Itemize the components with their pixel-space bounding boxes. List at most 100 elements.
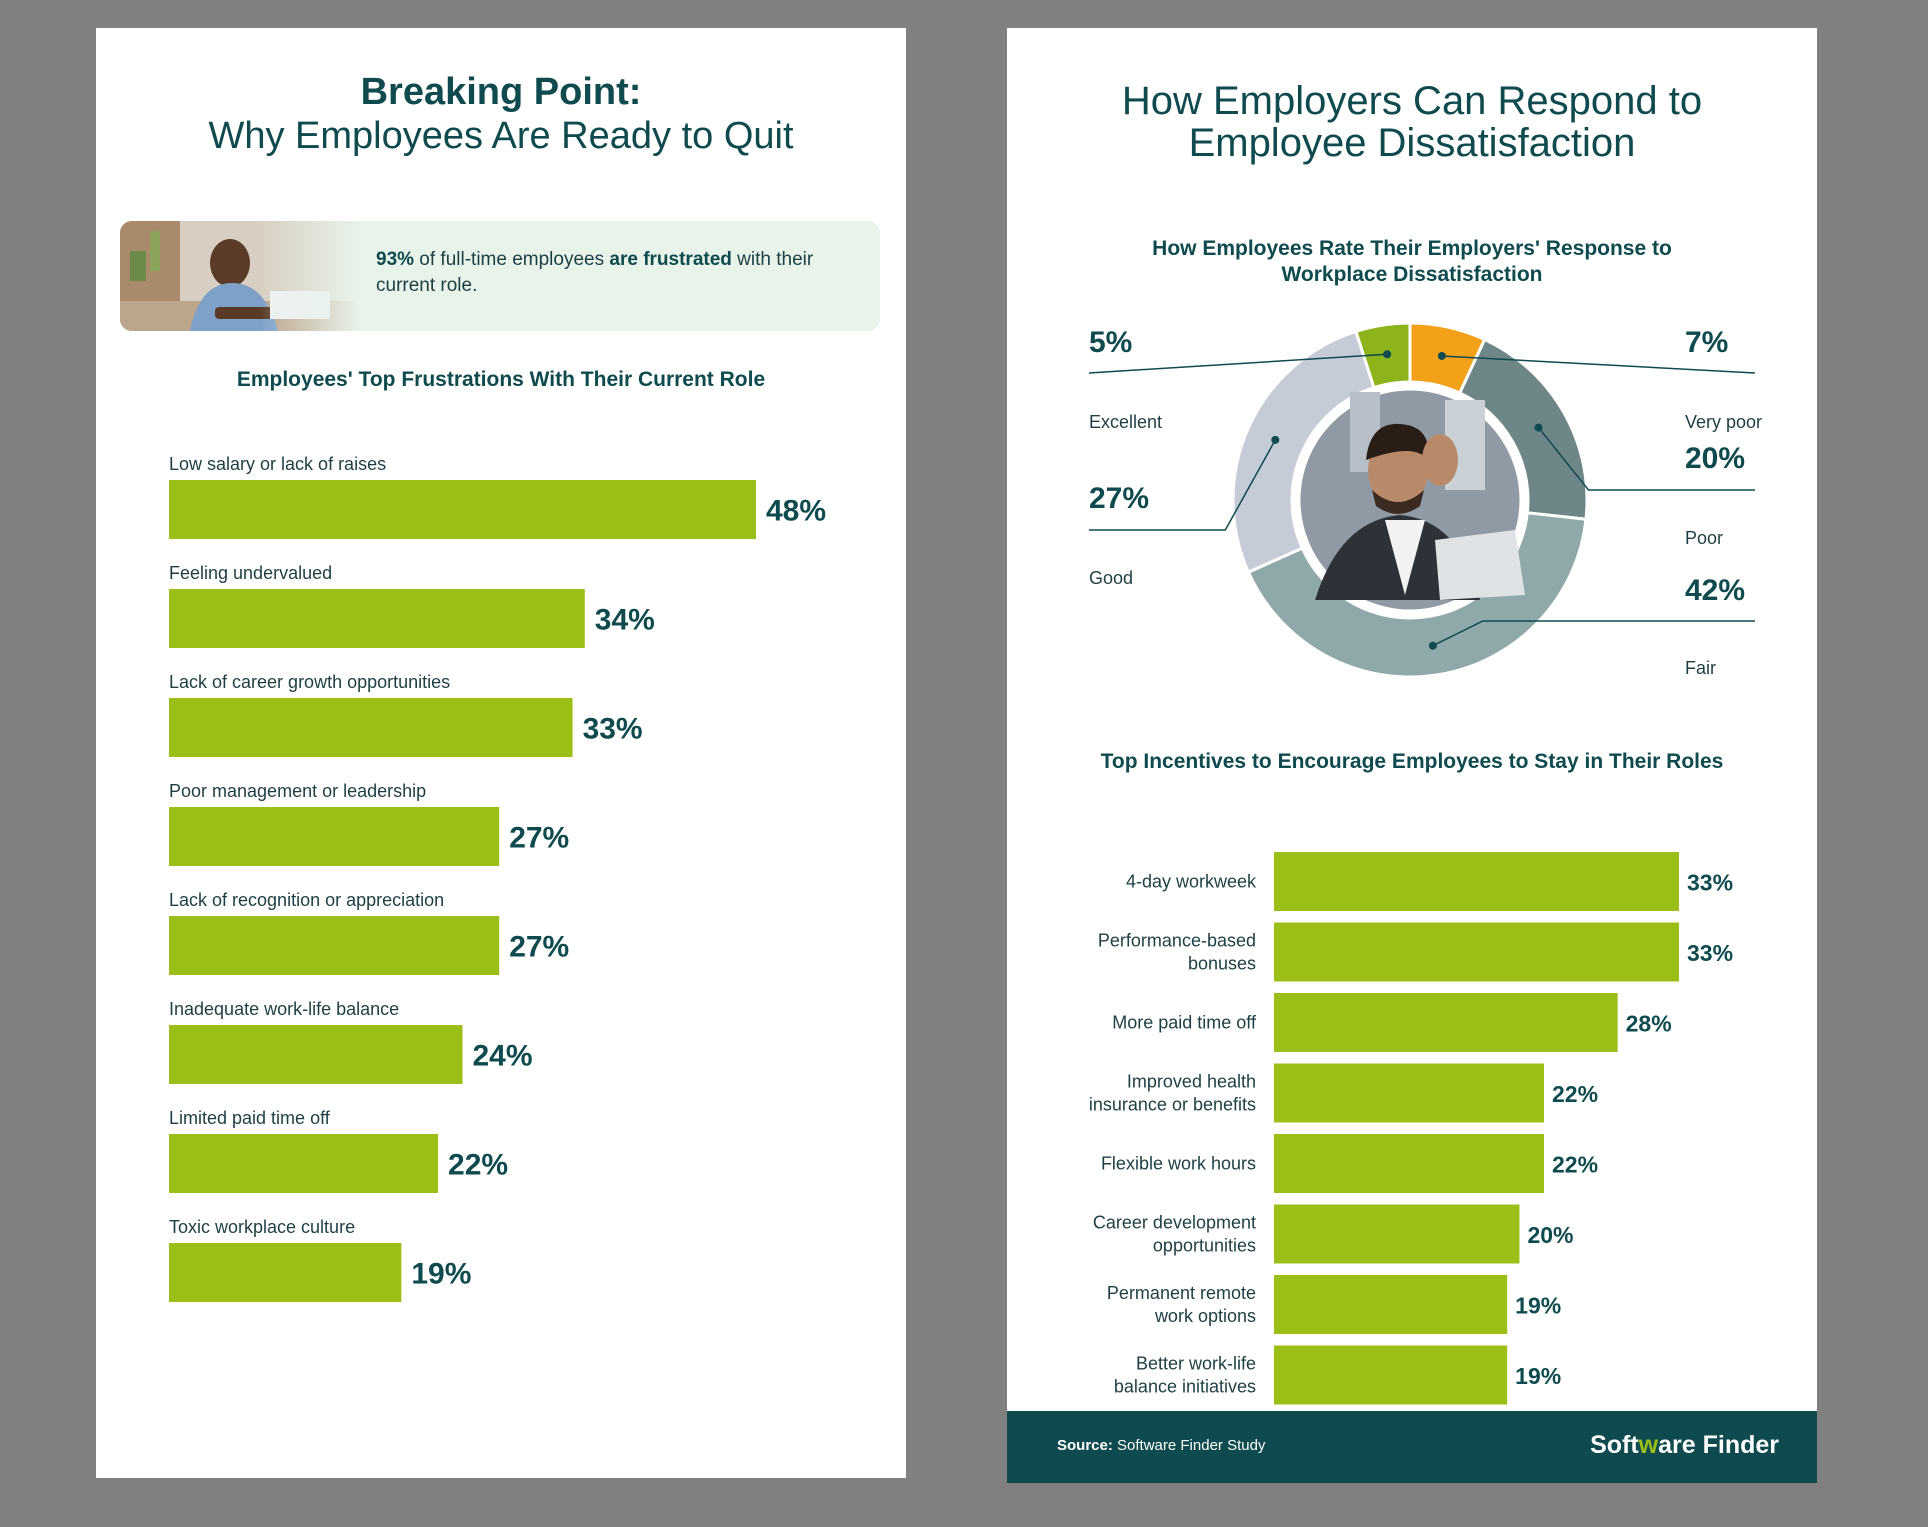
footer-bar: Source: Software Finder Study Software F…: [1007, 1411, 1817, 1483]
incentives-bar-chart: 4-day workweek 33% Performance-based bonuse…: [1089, 852, 1733, 1405]
frustration-value-label: 22%: [448, 1149, 508, 1182]
frustration-bar: [169, 1243, 402, 1302]
donut-chart-title: How Employees Rate Their Employers' Resp…: [1007, 236, 1817, 288]
photo-shirt: [1385, 520, 1425, 595]
incentive-category-label: opportunities: [1153, 1236, 1256, 1256]
incentive-category-label: balance initiatives: [1114, 1377, 1256, 1397]
incentive-category-label: Flexible work hours: [1101, 1154, 1256, 1174]
donut-value-label: 20%: [1685, 442, 1745, 475]
frustration-bar: [169, 589, 585, 648]
frustration-value-label: 33%: [583, 713, 643, 746]
incentive-bar: [1274, 1275, 1508, 1334]
frustrations-chart-title: Employees' Top Frustrations With Their C…: [236, 368, 766, 391]
incentive-category-label: Performance-based: [1098, 931, 1256, 951]
logo-text-a: Soft: [1590, 1431, 1639, 1459]
frustration-value-label: 27%: [509, 931, 569, 964]
donut-value-label: 5%: [1089, 326, 1132, 359]
frustration-category-label: Lack of recognition or appreciation: [169, 890, 444, 910]
frustration-category-label: Limited paid time off: [169, 1108, 331, 1128]
incentive-value-label: 20%: [1527, 1222, 1573, 1248]
callout-text: 93% of full-time employees are frustrate…: [376, 247, 856, 299]
donut-title-line2: Workplace Dissatisfaction: [1281, 263, 1543, 286]
incentive-bar: [1274, 1063, 1544, 1123]
callout-text-bold: are frustrated: [609, 249, 732, 270]
right-title: How Employers Can Respond to Employee Di…: [1007, 80, 1817, 164]
frustrations-bar-chart: Low salary or lack of raises 48% Feeling u…: [169, 454, 826, 1302]
donut-category-label: Excellent: [1089, 412, 1162, 432]
logo-text-b: are Finder: [1658, 1431, 1779, 1459]
donut-callout-line: [1432, 620, 1755, 647]
frustration-bar: [169, 1134, 439, 1193]
incentive-value-label: 22%: [1552, 1081, 1598, 1107]
photo-beard: [1372, 490, 1424, 514]
incentive-value-label: 22%: [1552, 1152, 1598, 1178]
frustration-bar: [169, 698, 573, 757]
incentive-bar: [1274, 922, 1679, 982]
frustration-category-label: Low salary or lack of raises: [169, 454, 386, 474]
photo-laptop: [1435, 530, 1525, 600]
incentive-bar: [1274, 1345, 1508, 1405]
incentive-bar: [1274, 1134, 1544, 1193]
incentive-category-label: Improved health: [1127, 1072, 1256, 1092]
photo-hair: [1366, 423, 1429, 460]
incentive-category-label: Career development: [1093, 1213, 1256, 1233]
left-title-regular: Why Employees Are Ready to Quit: [208, 115, 794, 157]
incentive-category-label: Permanent remote: [1107, 1283, 1256, 1303]
donut-callout-dot: [1383, 350, 1392, 359]
photo-hand: [1422, 434, 1458, 486]
incentive-category-label: bonuses: [1188, 954, 1256, 974]
incentive-category-label: work options: [1154, 1306, 1256, 1326]
callout-stat: 93%: [376, 249, 415, 270]
incentive-bar: [1274, 1204, 1520, 1264]
right-infographic-panel: How Employers Can Respond to Employee Di…: [1007, 28, 1817, 1483]
right-title-line1: How Employers Can Respond to: [1121, 79, 1703, 123]
incentive-category-label: Better work-life: [1136, 1354, 1256, 1374]
donut-category-label: Fair: [1685, 658, 1716, 678]
incentive-category-label: 4-day workweek: [1126, 872, 1257, 892]
incentive-bar: [1274, 852, 1679, 911]
frustration-value-label: 48%: [766, 495, 826, 528]
donut-callout-line: [1441, 355, 1756, 374]
frustration-bar: [169, 807, 500, 866]
employer-response-donut-chart: 5% Excellent 7% Very poor 20% Poor 27% Good 42% F…: [1088, 321, 1762, 679]
left-title-bold: Breaking Point:: [360, 71, 642, 113]
frustration-category-label: Lack of career growth opportunities: [169, 672, 450, 692]
incentive-value-label: 19%: [1515, 1293, 1561, 1319]
frustration-category-label: Poor management or leadership: [169, 781, 426, 801]
frustration-bar: [169, 916, 500, 975]
incentive-category-label: insurance or benefits: [1089, 1095, 1256, 1115]
frustration-category-label: Inadequate work-life balance: [169, 999, 399, 1019]
frustration-value-label: 34%: [595, 604, 655, 637]
frustration-value-label: 27%: [509, 822, 569, 855]
incentive-value-label: 19%: [1515, 1363, 1561, 1389]
frustration-category-label: Feeling undervalued: [169, 563, 332, 583]
incentive-value-label: 33%: [1687, 870, 1733, 896]
left-title: Breaking Point: Why Employees Are Ready …: [96, 70, 906, 158]
frustration-bar: [169, 1025, 463, 1084]
donut-slice-good: [1231, 329, 1376, 575]
frustration-category-label: Toxic workplace culture: [169, 1217, 355, 1237]
stressed-businessman-photo: [1295, 385, 1525, 615]
donut-category-label: Good: [1089, 568, 1133, 588]
frustration-bar: [169, 480, 756, 539]
stat-callout: 93% of full-time employees are frustrate…: [120, 221, 880, 331]
donut-category-label: Poor: [1685, 528, 1723, 548]
incentive-value-label: 28%: [1626, 1011, 1672, 1037]
frustration-value-label: 19%: [411, 1258, 471, 1291]
callout-text-part1: of full-time employees: [414, 249, 610, 270]
software-finder-logo: Software Finder: [1590, 1431, 1779, 1460]
footer-source-text: Software Finder Study: [1112, 1437, 1266, 1454]
donut-callout-dot: [1428, 641, 1437, 650]
footer-source-label: Source:: [1057, 1437, 1113, 1454]
incentive-bar: [1274, 993, 1618, 1052]
donut-callout-line: [1537, 427, 1755, 491]
donut-value-label: 27%: [1089, 482, 1149, 515]
incentive-value-label: 33%: [1687, 940, 1733, 966]
frustrated-employee-photo: [120, 221, 360, 331]
donut-value-label: 42%: [1685, 574, 1745, 607]
logo-text-w: w: [1638, 1431, 1659, 1459]
incentives-chart-title: Top Incentives to Encourage Employees to…: [1100, 750, 1724, 773]
right-title-line2: Employee Dissatisfaction: [1188, 121, 1636, 165]
incentive-category-label: More paid time off: [1112, 1013, 1257, 1033]
left-infographic-panel: Breaking Point: Why Employees Are Ready …: [96, 28, 906, 1478]
